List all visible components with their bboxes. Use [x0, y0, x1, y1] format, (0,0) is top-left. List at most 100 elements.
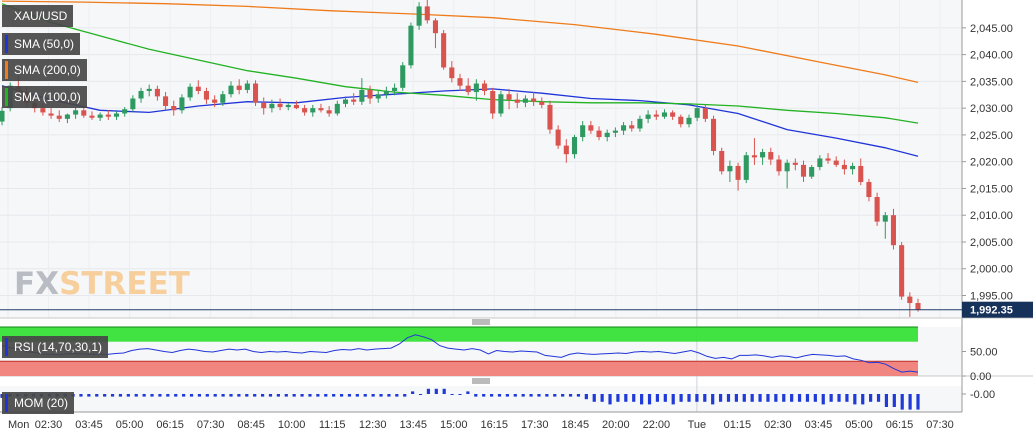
- candle-body: [40, 108, 46, 113]
- momentum-bar: [379, 394, 383, 397]
- candle: [866, 178, 872, 202]
- candle-body: [73, 110, 79, 115]
- momentum-bar: [679, 394, 683, 402]
- candle: [498, 91, 504, 117]
- sma-200-swatch: [5, 61, 8, 79]
- candle: [105, 110, 111, 120]
- legend-instrument[interactable]: XAU/USD: [2, 5, 74, 27]
- momentum-bar: [237, 394, 241, 397]
- candle-body: [212, 99, 218, 103]
- candle: [539, 97, 545, 109]
- watermark-logo: FXSTREET: [14, 266, 190, 302]
- momentum-bar: [489, 394, 494, 397]
- candle: [146, 84, 152, 97]
- candle: [547, 100, 553, 134]
- candle: [661, 109, 667, 119]
- rsi-tick-label: 0.00: [970, 371, 991, 383]
- time-tick-label: 06:15: [156, 419, 184, 431]
- candle: [416, 2, 422, 30]
- candle: [596, 126, 602, 141]
- candle-body: [465, 85, 471, 93]
- candle-body: [735, 165, 741, 180]
- candle-body: [163, 96, 169, 106]
- candle-body: [261, 102, 267, 109]
- momentum-bar: [884, 394, 889, 407]
- momentum-bar: [411, 391, 415, 394]
- legend-rsi[interactable]: RSI (14,70,30,1): [2, 336, 109, 358]
- momentum-bar: [142, 394, 146, 397]
- momentum-bar: [750, 394, 754, 402]
- price-tick-label: 2,005.00: [970, 237, 1013, 249]
- candle-body: [89, 115, 95, 118]
- legend-sma-50[interactable]: SMA (50,0): [2, 33, 81, 55]
- candle-body: [670, 112, 676, 117]
- candle: [253, 80, 259, 106]
- candle: [711, 115, 717, 156]
- candle: [187, 83, 193, 101]
- candle: [203, 87, 209, 104]
- legend-mom[interactable]: MOM (20): [2, 392, 74, 414]
- legend-sma-200[interactable]: SMA (200,0): [2, 59, 87, 81]
- candle-body: [367, 89, 373, 99]
- pane-resize-handle: [472, 378, 490, 384]
- candle: [97, 112, 103, 121]
- candle-body: [375, 94, 381, 99]
- momentum-bar: [505, 394, 509, 397]
- momentum-bar: [166, 394, 170, 397]
- candle-body: [522, 98, 528, 103]
- candle-body: [342, 99, 349, 104]
- price-tick-label: 2,040.00: [970, 50, 1013, 62]
- time-tick-label: 07:30: [926, 419, 954, 431]
- candle-body: [318, 108, 324, 111]
- candle-body: [97, 114, 103, 118]
- candle-body: [351, 99, 357, 102]
- price-tick-label: 2,015.00: [970, 183, 1013, 195]
- candle: [768, 147, 774, 165]
- momentum-bar: [363, 394, 367, 397]
- candle-body: [531, 98, 537, 102]
- momentum-bar: [845, 394, 849, 402]
- candle: [629, 120, 635, 132]
- candle: [890, 208, 896, 250]
- candle: [375, 91, 381, 103]
- candle: [351, 93, 357, 105]
- candle: [490, 87, 496, 119]
- candle: [179, 94, 185, 114]
- momentum-bar: [837, 394, 841, 402]
- candle-body: [302, 108, 308, 113]
- candle-body: [146, 88, 152, 92]
- legend-sma-100[interactable]: SMA (100,0): [2, 86, 87, 108]
- candle: [555, 125, 561, 149]
- candle-body: [866, 182, 872, 198]
- candle-body: [457, 78, 463, 86]
- candle-body: [612, 130, 618, 133]
- candle: [171, 100, 177, 116]
- candle-body: [702, 108, 708, 119]
- momentum-bar: [308, 394, 312, 397]
- candle-body: [236, 85, 242, 90]
- candle: [580, 120, 586, 142]
- candle-body: [506, 94, 512, 100]
- candle-body: [203, 91, 209, 100]
- candle-body: [850, 165, 856, 170]
- momentum-bar: [758, 394, 762, 402]
- candle-body: [686, 117, 692, 125]
- momentum-bar: [592, 394, 596, 402]
- momentum-bar: [545, 394, 549, 397]
- watermark-fx: FX: [14, 266, 60, 302]
- momentum-bar: [103, 394, 107, 397]
- legend-sma-200-label: SMA (200,0): [14, 63, 81, 77]
- candle: [113, 111, 120, 120]
- candle-body: [563, 145, 569, 155]
- momentum-bar: [197, 394, 202, 397]
- time-tick-label: 22:00: [643, 419, 671, 431]
- candle: [874, 192, 880, 226]
- momentum-bar: [118, 394, 123, 397]
- candle-body: [874, 197, 880, 222]
- time-tick-label: 03:45: [805, 419, 833, 431]
- momentum-bar: [553, 394, 557, 397]
- momentum-bar: [829, 394, 833, 402]
- time-tick-label: 05:00: [116, 419, 144, 431]
- momentum-bar: [205, 394, 209, 397]
